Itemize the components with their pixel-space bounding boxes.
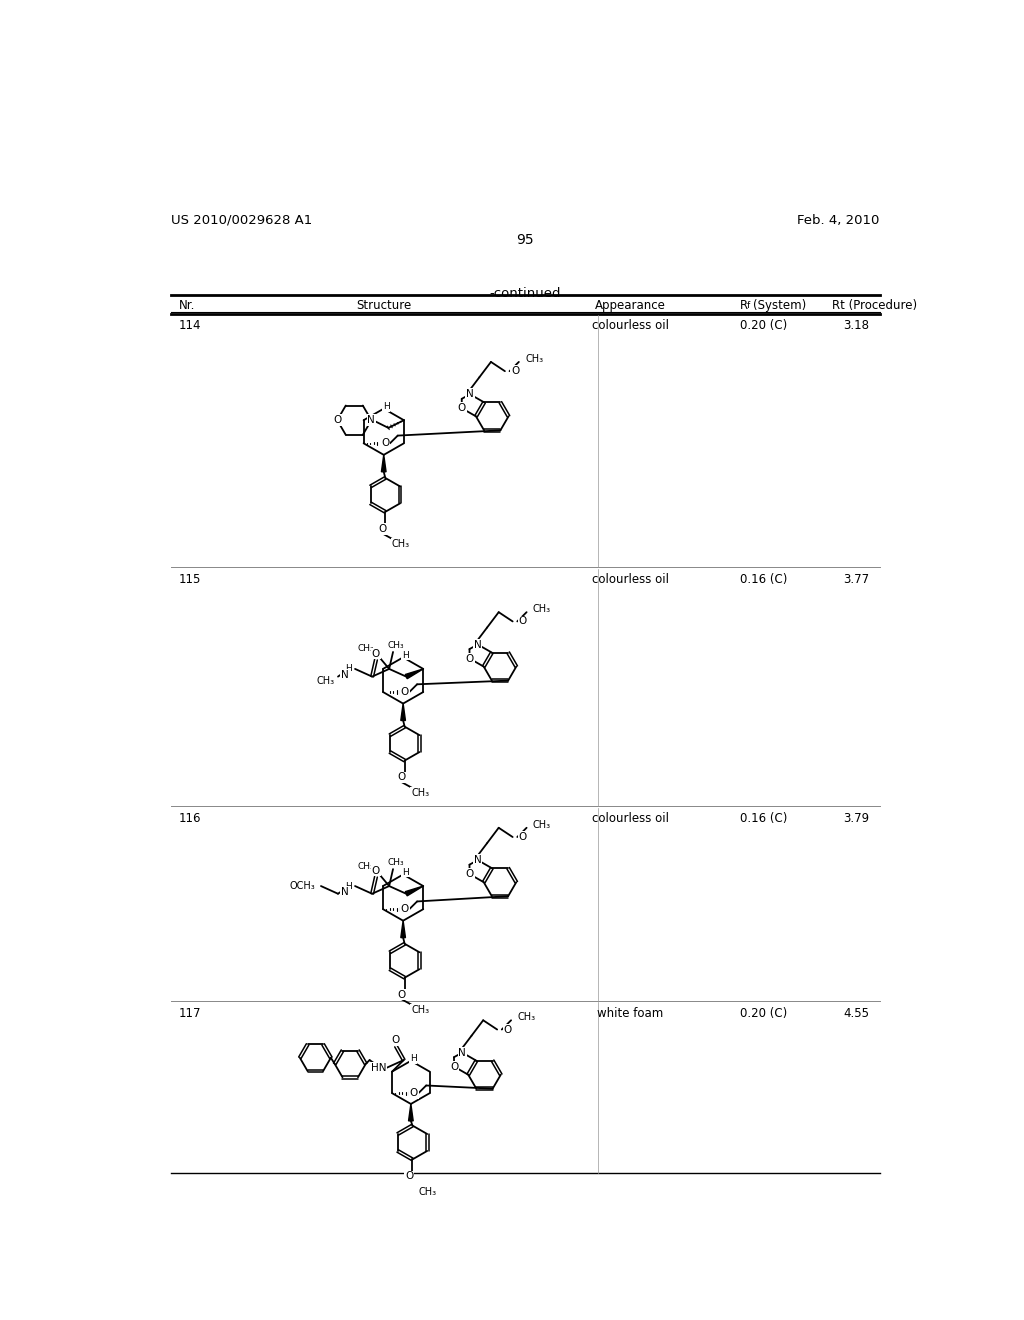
Polygon shape (409, 1104, 414, 1121)
Text: O: O (406, 1171, 414, 1181)
Text: N: N (474, 639, 481, 649)
Text: O: O (458, 404, 466, 413)
Text: H: H (383, 401, 389, 411)
Text: H: H (410, 1055, 417, 1063)
Text: 3.77: 3.77 (844, 573, 869, 586)
Text: CH₃: CH₃ (517, 1012, 536, 1022)
Text: N: N (341, 671, 349, 680)
Text: 4.55: 4.55 (844, 1007, 869, 1020)
Text: O: O (400, 686, 409, 697)
Text: H: H (345, 664, 352, 673)
Text: 117: 117 (178, 1007, 201, 1020)
Text: colourless oil: colourless oil (592, 573, 669, 586)
Polygon shape (406, 669, 423, 678)
Text: O: O (378, 524, 386, 533)
Text: 0.16 (C): 0.16 (C) (739, 573, 787, 586)
Text: CH₃: CH₃ (388, 858, 404, 867)
Text: O: O (504, 1024, 512, 1035)
Text: CH₃: CH₃ (388, 642, 404, 651)
Text: CH₃: CH₃ (411, 1005, 429, 1015)
Text: HN: HN (371, 1063, 387, 1073)
Text: O: O (466, 869, 474, 879)
Text: O: O (372, 648, 380, 659)
Text: CH₃: CH₃ (392, 539, 410, 549)
Text: H: H (402, 651, 409, 660)
Text: CH₃: CH₃ (532, 605, 551, 614)
Text: US 2010/0029628 A1: US 2010/0029628 A1 (171, 214, 312, 227)
Text: CH₃: CH₃ (316, 676, 335, 686)
Text: O: O (333, 416, 341, 425)
Polygon shape (381, 455, 386, 471)
Polygon shape (400, 704, 406, 721)
Text: N: N (474, 855, 481, 865)
Text: CH₃: CH₃ (357, 644, 375, 653)
Text: 114: 114 (178, 319, 201, 333)
Text: N: N (368, 416, 375, 425)
Text: CH₃: CH₃ (411, 788, 429, 797)
Text: OCH₃: OCH₃ (289, 880, 314, 891)
Text: f: f (748, 301, 751, 310)
Text: N: N (466, 389, 474, 399)
Text: O: O (400, 904, 409, 915)
Text: Structure: Structure (356, 298, 412, 312)
Text: O: O (392, 1035, 400, 1045)
Text: (System): (System) (753, 298, 806, 312)
Text: O: O (519, 616, 527, 627)
Text: 116: 116 (178, 812, 201, 825)
Text: O: O (372, 866, 380, 875)
Text: colourless oil: colourless oil (592, 319, 669, 333)
Text: 3.79: 3.79 (844, 812, 869, 825)
Text: O: O (450, 1061, 459, 1072)
Text: O: O (397, 990, 406, 999)
Text: O: O (397, 772, 406, 783)
Text: N: N (459, 1048, 466, 1057)
Text: Nr.: Nr. (178, 298, 195, 312)
Text: colourless oil: colourless oil (592, 812, 669, 825)
Text: R: R (740, 298, 749, 312)
Text: H: H (402, 867, 409, 876)
Text: Appearance: Appearance (595, 298, 666, 312)
Text: 3.18: 3.18 (844, 319, 869, 333)
Text: 0.20 (C): 0.20 (C) (740, 319, 787, 333)
Text: 0.20 (C): 0.20 (C) (740, 1007, 787, 1020)
Text: 115: 115 (178, 573, 201, 586)
Text: CH₃: CH₃ (419, 1187, 437, 1197)
Text: O: O (466, 653, 474, 664)
Text: CH₃: CH₃ (357, 862, 375, 870)
Text: white foam: white foam (597, 1007, 664, 1020)
Text: CH₃: CH₃ (525, 354, 543, 364)
Text: -continued: -continued (489, 286, 560, 300)
Text: 95: 95 (516, 234, 534, 247)
Text: CH₃: CH₃ (532, 820, 551, 830)
Text: O: O (381, 438, 389, 449)
Text: N: N (341, 887, 349, 898)
Text: Feb. 4, 2010: Feb. 4, 2010 (798, 214, 880, 227)
Text: O: O (410, 1088, 418, 1098)
Polygon shape (406, 886, 423, 896)
Text: H: H (345, 882, 352, 891)
Text: O: O (511, 366, 519, 376)
Polygon shape (400, 921, 406, 937)
Text: Rt (Procedure): Rt (Procedure) (831, 298, 916, 312)
Text: O: O (519, 832, 527, 842)
Text: 0.16 (C): 0.16 (C) (739, 812, 787, 825)
